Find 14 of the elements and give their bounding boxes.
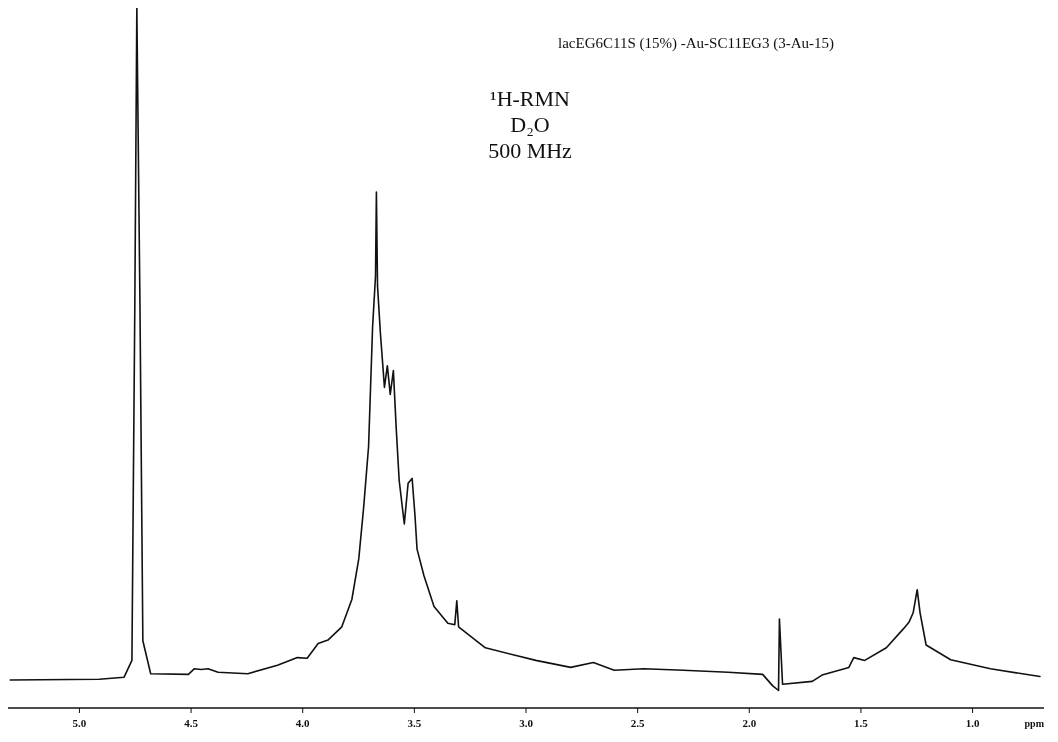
x-tick-label: 5.0 [72, 717, 87, 729]
annotation: D₂O [510, 112, 550, 137]
x-axis-title: ppm [1024, 718, 1045, 729]
x-tick-label: 3.5 [407, 717, 422, 729]
x-tick-label: 2.5 [630, 717, 646, 729]
annotation: ¹H-RMN [490, 86, 571, 111]
x-tick-label: 4.5 [184, 717, 199, 729]
x-tick-label: 3.0 [519, 717, 534, 729]
x-tick-label: 1.5 [854, 717, 869, 729]
x-tick-label: 2.0 [742, 717, 757, 729]
text: lacEG6C11S (15%) -Au-SC11EG3 (3-Au-15) [558, 35, 834, 52]
x-tick-label: 4.0 [295, 717, 311, 729]
x-tick-label: 1.0 [965, 717, 980, 729]
annotation: 500 MHz [488, 138, 573, 163]
